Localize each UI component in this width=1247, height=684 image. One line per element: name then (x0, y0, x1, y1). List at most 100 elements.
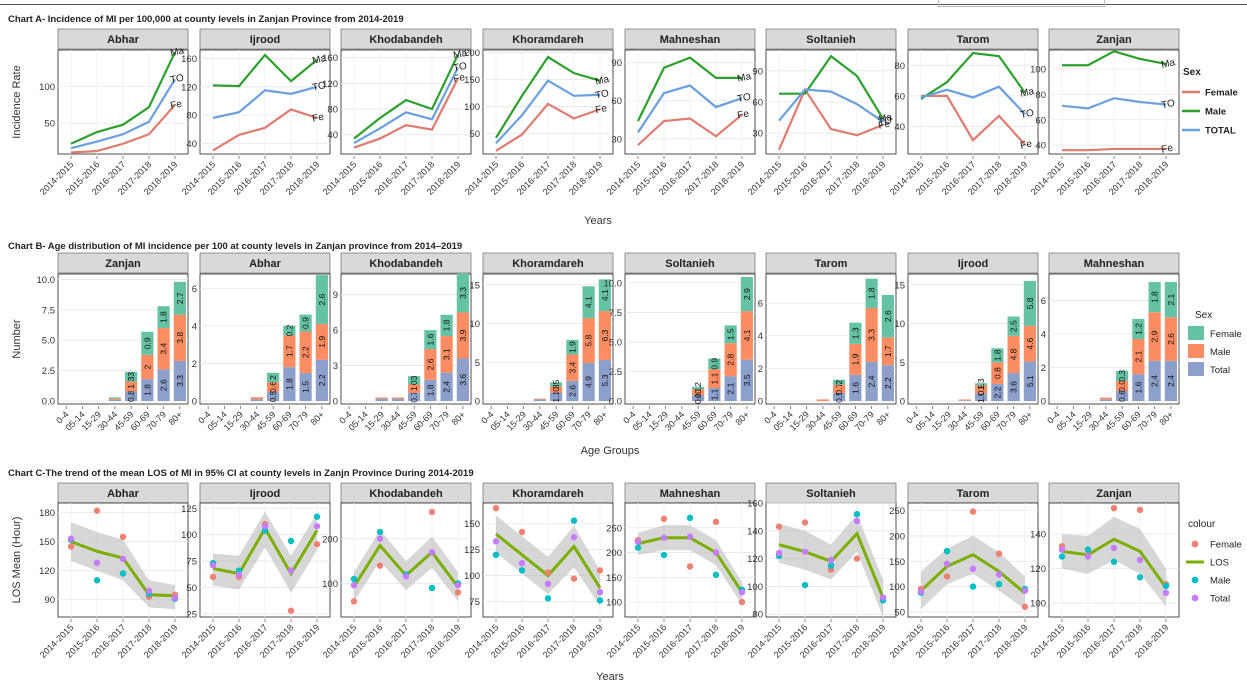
legend-label: Female (1210, 329, 1242, 340)
bar-male (108, 398, 121, 400)
point-male (943, 547, 951, 555)
bar-total (1099, 399, 1112, 401)
bar-female (1023, 280, 1036, 326)
bar-male (125, 381, 138, 392)
facet-label: Soltanieh (806, 488, 856, 500)
point-male (634, 544, 642, 551)
ci-band (1062, 516, 1166, 607)
facet-strip (1048, 252, 1180, 274)
point-female (119, 533, 127, 541)
chart-c-title: Chart C-The trend of the mean LOS of MI … (8, 468, 474, 479)
x-tick-label: 80+ (449, 409, 467, 427)
x-axis-title: Years (584, 215, 612, 227)
legend-label: Total (1210, 594, 1230, 605)
facet-strip (482, 28, 614, 50)
y-tick-label: 0 (475, 397, 480, 408)
bar-value-label: 6.3 (600, 329, 610, 341)
facet-label: Khoramdareh (512, 258, 584, 270)
bar-male (1099, 397, 1112, 400)
y-tick-label: 50 (894, 607, 905, 618)
legend-label: Male (1210, 347, 1231, 358)
facet-label: Abhar (107, 488, 140, 500)
bar-total (299, 372, 312, 401)
x-tick-label: 80+ (874, 409, 892, 427)
bar-value-label: 1.6 (1133, 381, 1143, 393)
y-tick-label: 200 (464, 48, 480, 59)
bar-value-label: 1.1 (709, 388, 719, 400)
point-female (712, 518, 720, 526)
point-total (775, 549, 783, 557)
bar-total (1148, 360, 1161, 401)
y-tick-label: 5.0 (42, 336, 55, 347)
bar-value-label: 1.8 (442, 319, 452, 331)
y-tick-label: 9 (333, 290, 338, 301)
bar-female (881, 294, 894, 338)
y-tick-label: 200 (322, 534, 338, 545)
y-tick-label: 120 (181, 82, 197, 93)
bar-female (865, 278, 878, 308)
bar-total (408, 392, 421, 401)
point-female (67, 543, 75, 550)
point-total (350, 582, 358, 589)
ci-band (71, 522, 175, 610)
point-total (1162, 589, 1170, 597)
series-line-male (779, 54, 884, 120)
y-tick-label: 2.5 (609, 367, 622, 378)
bar-value-label: 1.8 (1150, 291, 1160, 303)
y-tick-label: 250 (889, 506, 905, 517)
point-male (1084, 546, 1092, 553)
y-tick-label: 0 (1041, 397, 1046, 408)
bar-value-label: 1.7 (883, 345, 893, 357)
facet-label: Khoramdareh (512, 488, 584, 500)
bar-value-label: 3.9 (458, 329, 468, 341)
y-tick-label: 40 (327, 130, 338, 141)
bar-female (141, 331, 154, 355)
point-total (1021, 587, 1029, 594)
bar-value-label: 5.8 (584, 334, 594, 346)
bar-total (724, 376, 737, 401)
point-total (1084, 553, 1092, 560)
bar-male (375, 397, 388, 399)
legend-key (1191, 576, 1199, 584)
series-line-male (637, 56, 742, 122)
point-total (287, 567, 295, 574)
point-total (93, 559, 101, 567)
bar-male (1132, 339, 1145, 375)
top-frame (938, 0, 1105, 7)
facet-label: Tarom (957, 488, 990, 500)
bar-value-label: 0.8 (126, 390, 136, 402)
bar-value-label: 2.1 (1166, 293, 1176, 305)
point-female (454, 589, 462, 596)
y-axis-title: Incidence Rate (11, 65, 23, 138)
y-tick-label: 100 (1030, 65, 1046, 76)
bar-male (533, 398, 546, 400)
bar-female (1148, 282, 1161, 313)
end-label: TO (877, 115, 893, 129)
point-male (287, 537, 295, 545)
bar-male (440, 336, 453, 373)
end-label: TO (169, 73, 185, 87)
facet-label: Zanjan (105, 258, 141, 270)
bar-female (267, 372, 280, 383)
bar-total (440, 372, 453, 401)
y-tick-label: 50 (44, 119, 55, 130)
bar-total (424, 379, 437, 401)
bar-value-label: 2.9 (1150, 330, 1160, 342)
bar-value-label: 2.6 (1166, 333, 1176, 345)
facet-label: Khodabandeh (369, 34, 443, 46)
top-rule (0, 4, 1247, 5)
y-tick-label: 15 (469, 280, 480, 291)
bar-value-label: 1.7 (284, 345, 294, 357)
bar-female (849, 322, 862, 344)
bar-value-label: 0.9 (709, 358, 719, 370)
point-total (634, 538, 642, 545)
point-male (570, 517, 578, 524)
bar-total (141, 379, 154, 401)
bar-female (1164, 282, 1177, 318)
bar-female (315, 275, 328, 324)
point-female (943, 573, 951, 580)
y-tick-label: 2 (758, 364, 763, 375)
bar-total (157, 369, 170, 401)
facet-strip (765, 28, 897, 50)
bar-value-label: 1.0 (976, 391, 986, 403)
